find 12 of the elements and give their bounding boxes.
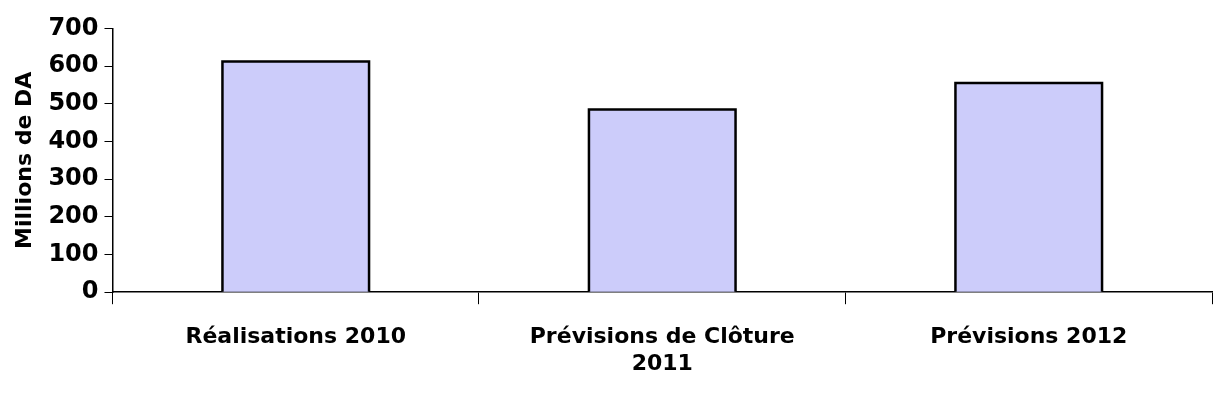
y-axis-title: Millions de DA <box>10 71 36 249</box>
x-tick-label: Réalisations 2010 <box>185 323 407 349</box>
y-tick-label: 500 <box>48 88 99 117</box>
y-tick-label: 700 <box>48 12 99 41</box>
y-tick-label: 100 <box>48 238 99 267</box>
y-tick-label: 0 <box>81 276 99 305</box>
y-tick-label: 300 <box>48 163 99 192</box>
y-tick-label: 200 <box>48 201 99 230</box>
y-tick-label: 400 <box>48 125 99 154</box>
y-tick-label: 600 <box>48 50 99 79</box>
x-tick-label: Prévisions 2012 <box>930 323 1128 349</box>
x-tick-label: Prévisions de Clôture 2011 <box>529 323 795 375</box>
